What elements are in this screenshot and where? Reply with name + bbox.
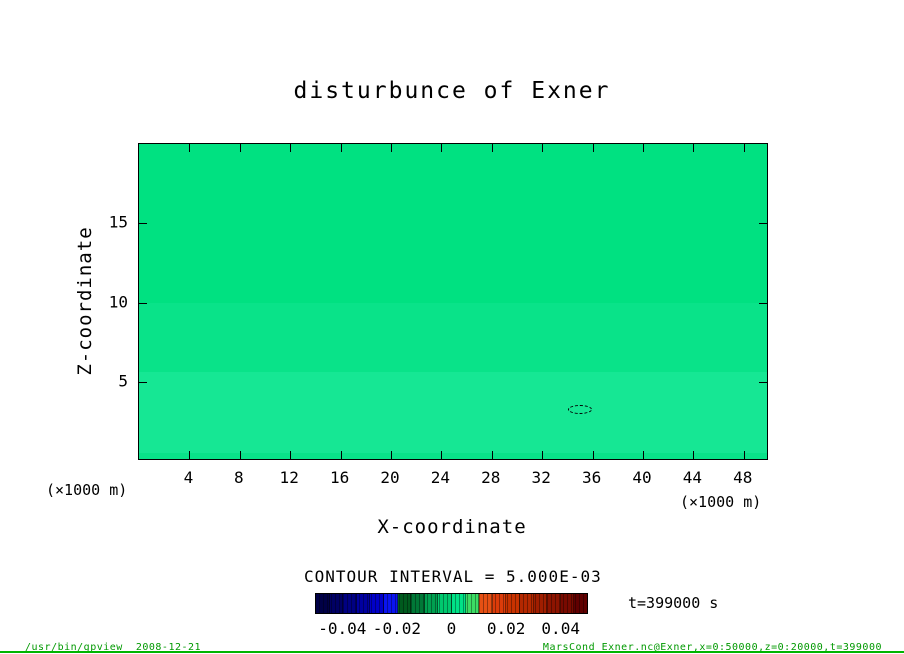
x-tick-label: 20 [380, 468, 400, 487]
time-label: t=399000 s [628, 594, 719, 612]
y-tick-left [139, 381, 147, 383]
x-tick-bottom [441, 451, 443, 459]
x-tick-bottom [542, 451, 544, 459]
colorbar-segment [438, 594, 452, 613]
x-tick-top [340, 144, 342, 152]
x-tick-label: 16 [329, 468, 350, 487]
colorbar-segment [479, 594, 493, 613]
x-tick-top [239, 144, 241, 152]
x-tick-top [290, 144, 292, 152]
colorbar-segment [492, 594, 507, 613]
x-tick-top [189, 144, 191, 152]
y-tick-left [139, 223, 147, 225]
x-tick-label: 48 [733, 468, 753, 487]
colorbar-tick-label: -0.02 [372, 619, 421, 638]
footer-command-text: /usr/bin/gpview 2008-12-21 [25, 642, 202, 653]
colorbar [315, 593, 588, 614]
x-tick-bottom [592, 451, 594, 459]
x-tick-top [391, 144, 392, 152]
colorbar-segment [451, 594, 466, 613]
dashed-negative-contour [568, 404, 592, 414]
y-tick-right [759, 381, 767, 383]
colorbar-segment [397, 594, 412, 613]
contour-fill-band [139, 144, 767, 303]
x-tick-label: 36 [581, 468, 602, 487]
x-tick-top [643, 144, 644, 152]
x-tick-bottom [693, 451, 695, 459]
footer-divider-line [0, 651, 904, 653]
colorbar-segment [316, 594, 330, 613]
colorbar-segment [547, 594, 561, 613]
colorbar-segment [411, 594, 425, 613]
y-tick-right [759, 302, 767, 304]
colorbar-segment [506, 594, 520, 613]
x-tick-bottom [340, 451, 342, 459]
colorbar-segment [465, 594, 480, 613]
colorbar-segment [574, 594, 587, 613]
colorbar-segment [533, 594, 548, 613]
y-axis-unit: (×1000 m) [46, 481, 128, 499]
colorbar-segment [343, 594, 357, 613]
y-tick-left [139, 302, 147, 304]
colorbar-segment [383, 594, 398, 613]
x-tick-bottom [239, 451, 241, 459]
contour-fill-band [139, 372, 767, 454]
colorbar-tick-label: 0.04 [541, 619, 580, 638]
contour-fill-band [139, 453, 767, 459]
colorbar-segment [356, 594, 371, 613]
x-tick-top [441, 144, 443, 152]
x-tick-label: 28 [481, 468, 501, 487]
contour-fill-band [139, 302, 767, 373]
y-tick-label: 5 [118, 371, 128, 391]
x-axis-unit: (×1000 m) [680, 493, 762, 511]
x-tick-bottom [189, 451, 191, 459]
x-tick-label: 8 [233, 468, 244, 487]
x-tick-bottom [743, 451, 745, 459]
x-tick-bottom [391, 451, 392, 459]
x-tick-label: 40 [632, 468, 652, 487]
x-tick-top [542, 144, 544, 152]
x-tick-label: 12 [279, 468, 299, 487]
plot-area [138, 143, 768, 460]
contour-interval-text: CONTOUR INTERVAL = 5.000E-03 [304, 567, 602, 586]
colorbar-segment [329, 594, 344, 613]
colorbar-segment [519, 594, 534, 613]
x-axis-label: X-coordinate [377, 516, 527, 538]
y-tick-label: 10 [108, 292, 128, 311]
chart-title: disturbunce of Exner [293, 78, 611, 104]
x-tick-top [743, 144, 745, 152]
colorbar-segment [560, 594, 575, 613]
y-tick-right [759, 223, 767, 225]
colorbar-tick-label: -0.04 [318, 619, 367, 638]
x-tick-label: 44 [682, 468, 703, 487]
x-tick-bottom [491, 451, 493, 459]
colorbar-segment [370, 594, 384, 613]
colorbar-tick-label: 0.02 [486, 619, 526, 638]
x-tick-top [693, 144, 695, 152]
x-tick-label: 32 [531, 468, 551, 487]
x-tick-label: 4 [183, 468, 194, 487]
y-tick-label: 15 [108, 212, 128, 232]
colorbar-segment [424, 594, 439, 613]
x-tick-top [491, 144, 493, 152]
x-tick-label: 24 [430, 468, 451, 487]
x-tick-bottom [290, 451, 292, 459]
colorbar-tick-label: 0 [446, 619, 457, 638]
footer-file-text: MarsCond_Exner.nc@Exner,x=0:50000,z=0:20… [542, 642, 882, 653]
x-tick-bottom [643, 451, 644, 459]
x-tick-top [592, 144, 594, 152]
